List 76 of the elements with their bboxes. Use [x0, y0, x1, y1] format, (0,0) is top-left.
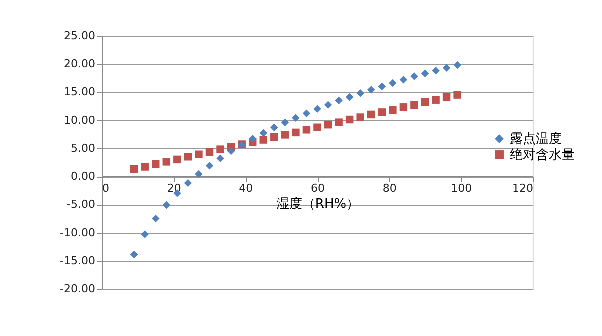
point	[162, 201, 171, 210]
point	[454, 61, 462, 70]
point	[389, 79, 397, 88]
point	[292, 114, 300, 122]
point	[292, 128, 300, 137]
point	[378, 108, 386, 116]
y-tick-label: 25.00	[64, 30, 96, 42]
y-tick-label: -10.00	[60, 226, 96, 240]
legend-label: 露点温度	[510, 131, 562, 147]
point	[162, 158, 171, 166]
point	[389, 106, 397, 114]
y-tick-label: -20.00	[60, 282, 96, 296]
point	[260, 129, 268, 138]
y-tick-label: -15.00	[60, 254, 96, 268]
point	[368, 86, 376, 94]
point	[421, 70, 430, 78]
point	[346, 116, 354, 124]
point	[346, 93, 354, 102]
point	[184, 153, 192, 161]
point	[270, 133, 278, 142]
point	[410, 101, 418, 110]
point	[410, 72, 418, 80]
point	[130, 250, 138, 259]
point	[195, 170, 203, 178]
point	[324, 120, 332, 129]
point	[378, 82, 386, 90]
point	[281, 118, 290, 126]
point	[227, 147, 236, 156]
point	[302, 110, 311, 118]
point	[130, 165, 138, 174]
point	[174, 156, 182, 164]
point	[432, 96, 440, 104]
point	[442, 64, 451, 72]
x-tick-label: 60	[311, 182, 325, 196]
point	[270, 124, 278, 132]
legend-label: 绝对含水量	[510, 148, 575, 163]
point	[195, 150, 203, 158]
point	[324, 101, 332, 110]
point	[356, 89, 364, 98]
point	[335, 118, 343, 126]
point	[356, 114, 364, 122]
point	[184, 179, 192, 188]
point	[400, 76, 408, 84]
point	[152, 214, 160, 223]
point	[216, 146, 224, 154]
x-tick-label: 120	[512, 182, 534, 196]
point	[206, 148, 214, 156]
y-tick-label: 15.00	[64, 86, 96, 99]
y-tick-label: 5.00	[71, 142, 96, 155]
y-tick-label: 20.00	[64, 58, 96, 71]
point	[314, 124, 322, 132]
point	[314, 105, 322, 113]
point	[152, 160, 160, 168]
point	[432, 66, 440, 75]
point	[454, 91, 462, 99]
x-tick-label: 0	[102, 182, 110, 196]
point	[281, 131, 290, 139]
point	[400, 104, 408, 112]
point	[335, 96, 343, 105]
x-tick-label: 80	[382, 182, 397, 196]
point	[302, 126, 311, 134]
x-tick-label: 100	[451, 182, 472, 196]
y-tick-label: -5.00	[67, 198, 96, 212]
x-axis-title: 湿度（RH%）	[276, 196, 360, 212]
point	[368, 110, 376, 119]
x-tick-label: 40	[239, 182, 254, 196]
point	[206, 162, 214, 170]
point	[248, 135, 257, 143]
point	[260, 136, 268, 144]
point	[442, 93, 451, 102]
y-tick-label: 10.00	[64, 114, 96, 127]
point	[141, 163, 149, 171]
y-tick-label: 0.00	[71, 170, 96, 184]
point	[421, 98, 430, 106]
point	[141, 230, 149, 238]
point	[216, 154, 224, 162]
